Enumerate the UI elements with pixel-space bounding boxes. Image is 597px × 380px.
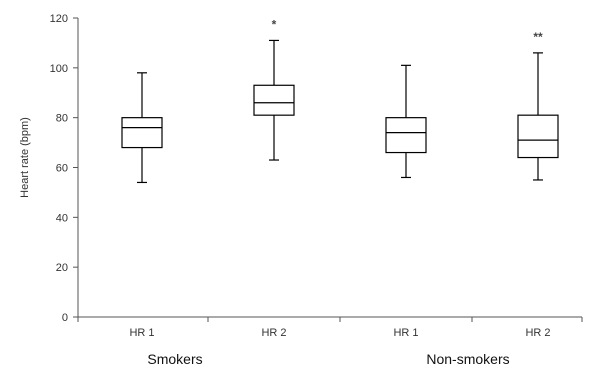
box-4: **: [518, 30, 558, 180]
y-tick-label: 40: [56, 212, 68, 224]
iqr-box: [386, 118, 426, 153]
y-tick-label: 60: [56, 163, 68, 175]
x-category-label: HR 1: [129, 327, 154, 339]
box-2: *: [254, 17, 294, 160]
y-axis: 0 20 40 60 80 100 120: [50, 13, 78, 324]
group-label: Smokers: [147, 351, 202, 367]
y-tick-label: 120: [50, 13, 68, 25]
significance-marker: *: [272, 17, 277, 31]
box-1: [122, 73, 162, 183]
x-category-label: HR 2: [261, 327, 286, 339]
iqr-box: [518, 115, 558, 157]
y-tick-label: 80: [56, 113, 68, 125]
x-category-label: HR 1: [393, 327, 418, 339]
y-axis-title: Heart rate (bpm): [19, 117, 31, 198]
y-tick-label: 20: [56, 262, 68, 274]
x-axis: HR 1 HR 2 HR 1 HR 2 Smokers Non-smokers: [78, 317, 582, 367]
y-tick-label: 100: [50, 63, 68, 75]
iqr-box: [254, 85, 294, 115]
y-tick-label: 0: [62, 312, 68, 324]
group-label: Non-smokers: [426, 351, 509, 367]
significance-marker: **: [533, 30, 543, 44]
x-category-label: HR 2: [525, 327, 550, 339]
iqr-box: [122, 118, 162, 148]
boxes: ***: [122, 17, 558, 182]
box-3: [386, 65, 426, 177]
